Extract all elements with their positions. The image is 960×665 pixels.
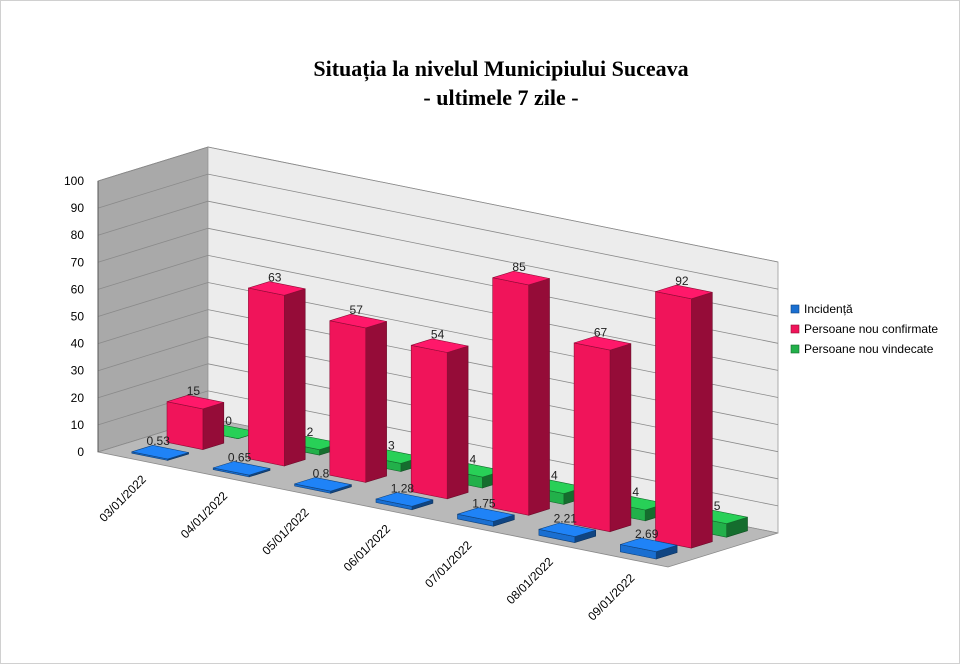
x-tick-label: 06/01/2022	[341, 521, 394, 574]
y-tick-label: 80	[71, 228, 85, 242]
legend-swatch	[790, 344, 800, 354]
y-tick-label: 0	[77, 445, 84, 459]
data-label: 0.8	[313, 466, 330, 480]
data-label: 2.21	[554, 512, 578, 526]
confirmed-bar	[248, 281, 306, 467]
gridline	[97, 200, 779, 317]
y-tick-label: 40	[71, 337, 85, 351]
x-tick-label: 09/01/2022	[585, 571, 638, 624]
data-label: 92	[675, 274, 689, 288]
gridline	[97, 227, 779, 344]
data-label: 4	[470, 452, 477, 466]
data-label: 1.28	[391, 481, 415, 495]
data-label: 1.75	[472, 497, 496, 511]
x-tick-label: 07/01/2022	[422, 538, 475, 591]
legend-swatch	[790, 304, 800, 314]
incidenta-bar	[619, 537, 678, 560]
incidenta-bar	[212, 461, 271, 478]
y-tick-label: 30	[71, 364, 85, 378]
incidenta-bar	[457, 507, 515, 527]
data-label: 0.53	[147, 434, 171, 448]
data-label: 57	[350, 303, 364, 317]
gridline	[97, 146, 779, 263]
chart-bars: 0 2 3 4 4 4 5 15 63 57 54 85 67 92 0.53 0.65 0.8 1.28 1.75…	[131, 260, 748, 560]
y-axis: 0 10 20 30 40 50 60 70 80 90 100	[64, 174, 99, 459]
gridline	[97, 254, 779, 371]
confirmed-bar	[655, 284, 713, 549]
data-label: 4	[632, 485, 639, 499]
y-tick-label: 10	[71, 418, 85, 432]
confirmed-bar	[410, 338, 469, 500]
chart-title: Situația la nivelul Municipiului Suceava	[313, 56, 688, 82]
y-tick-label: 90	[71, 201, 85, 215]
legend-entry: Incidență	[804, 302, 853, 316]
data-label: 54	[431, 328, 445, 342]
legend-swatch	[790, 324, 800, 334]
data-label: 0.65	[228, 450, 252, 464]
data-label: 3	[388, 439, 395, 453]
y-tick-label: 100	[64, 174, 84, 188]
incidenta-bar	[538, 522, 597, 544]
chart-subtitle: - ultimele 7 zile -	[423, 85, 578, 110]
x-tick-label: 04/01/2022	[178, 489, 231, 542]
data-label: 2.69	[635, 527, 659, 541]
data-label: 4	[551, 469, 558, 483]
y-tick-label: 60	[71, 282, 85, 296]
data-label: 2	[307, 425, 314, 439]
legend-entry: Persoane nou confirmate	[804, 322, 938, 336]
data-label: 63	[268, 270, 282, 284]
x-tick-label: 03/01/2022	[96, 472, 149, 525]
data-label: 15	[187, 384, 201, 398]
gridline	[97, 173, 779, 290]
y-tick-label: 50	[71, 310, 85, 324]
chart-legend: Incidență Persoane nou confirmate Persoane…	[790, 302, 938, 356]
y-tick-label: 70	[71, 255, 85, 269]
y-tick-label: 20	[71, 391, 85, 405]
incidenta-bar	[294, 477, 352, 494]
data-label: 5	[714, 499, 721, 513]
legend-entry: Persoane nou vindecate	[804, 342, 934, 356]
confirmed-bar	[573, 336, 632, 533]
confirmed-bar	[329, 313, 387, 483]
x-tick-label: 05/01/2022	[259, 505, 312, 558]
confirmed-bar	[492, 270, 550, 516]
confirmed-bar	[166, 394, 225, 451]
incidenta-bar	[375, 492, 434, 511]
data-label: 67	[594, 325, 608, 339]
x-tick-label: 08/01/2022	[504, 554, 557, 607]
incidenta-bar	[131, 444, 189, 461]
data-label: 0	[225, 414, 232, 428]
data-label: 85	[512, 260, 526, 274]
